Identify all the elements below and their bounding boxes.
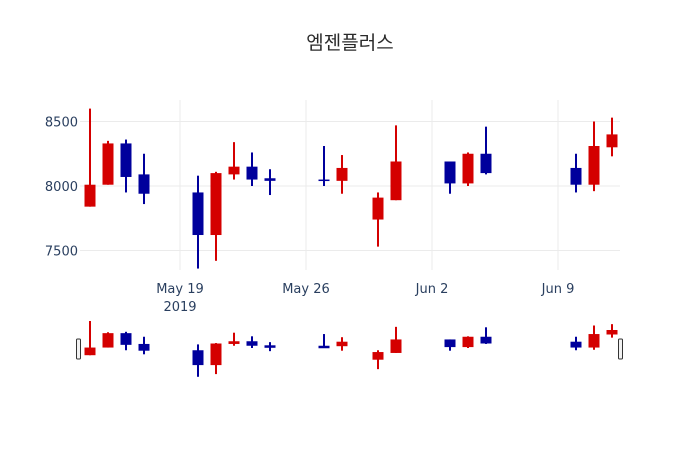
candle[interactable] bbox=[210, 171, 222, 261]
candle[interactable] bbox=[102, 140, 114, 185]
candle-body bbox=[138, 174, 150, 194]
mini-candle bbox=[138, 336, 150, 355]
x-tick-label: Jun 2 bbox=[415, 282, 449, 297]
mini-candle bbox=[588, 325, 600, 350]
y-axis: 7500 8000 8500 bbox=[45, 116, 78, 260]
candle-body bbox=[444, 161, 456, 184]
x-axis: May 19 2019 May 26 Jun 2 Jun 9 bbox=[156, 282, 574, 315]
candle-body bbox=[480, 153, 492, 174]
candle[interactable] bbox=[192, 175, 204, 269]
mini-candle bbox=[102, 332, 114, 348]
x-tick-label: Jun 9 bbox=[541, 282, 575, 297]
candle-body bbox=[570, 167, 582, 185]
candle[interactable] bbox=[606, 117, 618, 157]
candle[interactable] bbox=[228, 142, 240, 180]
candle-body bbox=[102, 143, 114, 185]
candle-body bbox=[210, 173, 222, 236]
candle-body bbox=[462, 153, 474, 184]
y-tick-label: 8500 bbox=[45, 116, 78, 131]
candle-body bbox=[246, 166, 258, 180]
candle-body bbox=[606, 134, 618, 148]
candle[interactable] bbox=[120, 139, 132, 193]
mini-candle bbox=[480, 327, 492, 344]
mini-candle bbox=[606, 324, 618, 338]
x-tick-label: May 26 bbox=[282, 282, 330, 297]
candle[interactable] bbox=[372, 192, 384, 247]
mini-candle bbox=[372, 350, 384, 370]
range-slider[interactable] bbox=[76, 321, 623, 377]
range-slider-right-handle[interactable] bbox=[618, 338, 623, 360]
mini-candle bbox=[246, 336, 258, 348]
mini-candle bbox=[390, 326, 402, 353]
y-tick-label: 7500 bbox=[45, 245, 78, 260]
mini-candle bbox=[228, 332, 240, 346]
gridlines bbox=[80, 100, 620, 270]
candle-body bbox=[264, 178, 276, 181]
candle-body bbox=[228, 166, 240, 175]
chart-title: 엠젠플러스 bbox=[306, 32, 394, 54]
y-tick-label: 8000 bbox=[45, 180, 78, 195]
mini-candle bbox=[192, 344, 204, 377]
candle[interactable] bbox=[462, 152, 474, 186]
mini-candle bbox=[318, 334, 330, 349]
mini-candle bbox=[120, 331, 132, 351]
candle[interactable] bbox=[480, 126, 492, 175]
mini-candle bbox=[444, 339, 456, 351]
candle-body bbox=[192, 192, 204, 236]
mini-candle bbox=[570, 336, 582, 351]
x-tick-year-label: 2019 bbox=[163, 300, 196, 315]
candle[interactable] bbox=[588, 121, 600, 192]
candle[interactable] bbox=[336, 155, 348, 194]
candle[interactable] bbox=[318, 146, 330, 186]
candle-body bbox=[84, 184, 96, 207]
candle-body bbox=[318, 179, 330, 182]
candle-body bbox=[336, 167, 348, 181]
candles[interactable] bbox=[84, 108, 618, 269]
candle-body bbox=[390, 161, 402, 201]
candle[interactable] bbox=[84, 108, 96, 207]
candle[interactable] bbox=[570, 153, 582, 193]
x-tick-label: May 19 bbox=[156, 282, 204, 297]
candle-body bbox=[588, 146, 600, 185]
candle[interactable] bbox=[138, 153, 150, 205]
candle[interactable] bbox=[390, 125, 402, 201]
candle-body bbox=[372, 197, 384, 220]
candle[interactable] bbox=[246, 152, 258, 186]
mini-candle bbox=[462, 336, 474, 348]
candle[interactable] bbox=[444, 161, 456, 194]
candle[interactable] bbox=[264, 169, 276, 196]
mini-candle bbox=[84, 321, 96, 356]
mini-candle bbox=[210, 343, 222, 375]
range-slider-left-handle[interactable] bbox=[76, 338, 81, 360]
mini-candle bbox=[264, 342, 276, 352]
mini-candle bbox=[336, 337, 348, 351]
candle-body bbox=[120, 143, 132, 177]
